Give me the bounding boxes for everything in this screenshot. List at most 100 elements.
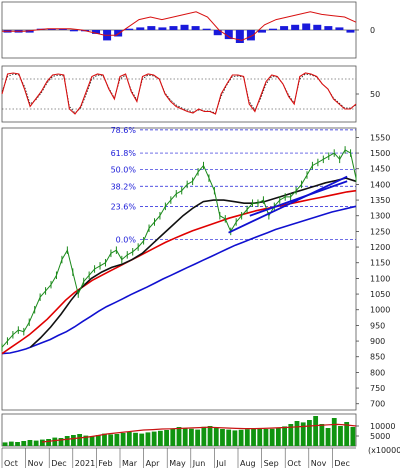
x-axis-label: Nov — [311, 459, 327, 468]
volume-bar — [207, 426, 213, 446]
volume-bar — [338, 426, 343, 446]
fib-level-label: 23.6% — [111, 203, 137, 212]
macd-histogram-bar — [69, 30, 78, 32]
price-panel: 78.6% 61.8% 50.0% 38.2% 23.6% 0.0% 700 750 800 85… — [1, 126, 390, 411]
volume-bar — [238, 429, 244, 446]
x-axis-label: Oct — [4, 459, 18, 468]
price-y-label: 1150 — [370, 259, 390, 268]
volume-bar — [220, 429, 225, 446]
fib-level-label: 38.2% — [111, 182, 137, 191]
macd-histogram-bar — [246, 30, 255, 41]
x-axis-label: 2021 — [75, 459, 95, 468]
volume-bar — [331, 418, 337, 446]
fib-level-label: 50.0% — [111, 166, 137, 175]
price-y-label: 1500 — [370, 149, 390, 158]
price-y-label: 1300 — [370, 212, 390, 221]
macd-histogram-bar — [280, 26, 289, 30]
macd-histogram-bar — [202, 28, 211, 30]
x-axis: Oct Nov Dec 2021 Feb Mar Apr May Jun Jul Aug Sep Oct… — [1, 447, 356, 468]
macd-histogram-bar — [58, 28, 67, 30]
macd-histogram-bar — [324, 26, 333, 30]
macd-histogram-bar — [224, 30, 233, 40]
macd-histogram-bar — [335, 27, 344, 30]
macd-histogram-bar — [125, 28, 134, 30]
price-y-label: 1350 — [370, 196, 390, 205]
macd-histogram-bar — [291, 24, 300, 30]
volume-bar — [2, 442, 8, 446]
volume-bar — [89, 436, 95, 446]
trendline — [249, 180, 348, 217]
price-y-label: 1400 — [370, 180, 390, 189]
stoch-k-line — [1, 72, 357, 115]
x-axis-label: Apr — [146, 459, 161, 468]
volume-bar — [232, 430, 238, 446]
macd-histogram-bar — [25, 30, 34, 33]
volume-bar — [39, 439, 45, 446]
x-axis-label: Feb — [98, 459, 112, 468]
volume-bar — [120, 433, 126, 446]
fib-level-label: 0.0% — [116, 236, 137, 245]
volume-bar — [46, 439, 51, 446]
price-y-label: 1200 — [370, 243, 390, 252]
volume-bar — [213, 428, 219, 446]
macd-histogram-bar — [92, 30, 101, 34]
trendline — [228, 175, 348, 234]
x-axis-label: Aug — [240, 459, 256, 468]
price-y-label: 800 — [370, 368, 385, 377]
volume-bar — [15, 442, 20, 446]
volume-bar — [189, 428, 194, 446]
macd-histogram-bar — [147, 26, 156, 30]
volume-bar — [64, 436, 70, 446]
volume-bar — [33, 440, 39, 446]
macd-histogram-bar — [47, 28, 56, 30]
price-y-label: 850 — [370, 353, 385, 362]
volume-bar — [157, 430, 163, 446]
volume-unit-label: (x10000) — [368, 446, 400, 455]
price-y-label: 1050 — [370, 290, 390, 299]
volume-bar — [145, 432, 151, 446]
x-axis-label: Dec — [51, 459, 66, 468]
price-y-label: 1550 — [370, 133, 390, 142]
volume-bar — [52, 437, 58, 446]
x-axis-label: Dec — [334, 459, 349, 468]
volume-bar — [275, 427, 281, 446]
volume-bar — [251, 428, 256, 446]
volume-bar — [313, 416, 319, 446]
volume-bar — [114, 434, 120, 446]
volume-bar — [8, 441, 14, 446]
ma-long-line — [1, 205, 357, 355]
volume-y-label: 5000 — [370, 432, 390, 441]
price-y-label: 700 — [370, 400, 385, 409]
volume-bar — [102, 433, 107, 446]
volume-bar — [294, 421, 300, 446]
price-y-label: 900 — [370, 337, 385, 346]
macd-histogram-bar — [191, 26, 200, 30]
volume-bar — [269, 428, 275, 446]
macd-histogram-bar — [269, 28, 278, 30]
volume-bar — [139, 433, 145, 446]
volume-bar — [344, 422, 350, 446]
macd-histogram-bar — [302, 23, 311, 30]
volume-bar — [319, 424, 325, 446]
volume-bar — [126, 432, 132, 446]
volume-bar — [195, 429, 201, 446]
volume-bar — [164, 430, 169, 446]
volume-bar — [58, 438, 64, 446]
volume-bar — [325, 428, 331, 446]
volume-bar — [263, 429, 269, 446]
volume-ma-line — [41, 423, 357, 443]
volume-bar — [176, 427, 182, 446]
macd-histogram-bar — [235, 30, 244, 43]
stochastic-panel: 50 — [1, 65, 380, 123]
price-y-label: 750 — [370, 384, 385, 393]
macd-histogram-bar — [114, 30, 123, 37]
volume-bar — [282, 426, 287, 446]
volume-bar — [151, 431, 157, 446]
macd-histogram-bar — [213, 30, 222, 36]
x-axis-label: Jun — [192, 459, 206, 468]
volume-bar — [71, 435, 76, 446]
macd-histogram-bar — [257, 30, 266, 33]
